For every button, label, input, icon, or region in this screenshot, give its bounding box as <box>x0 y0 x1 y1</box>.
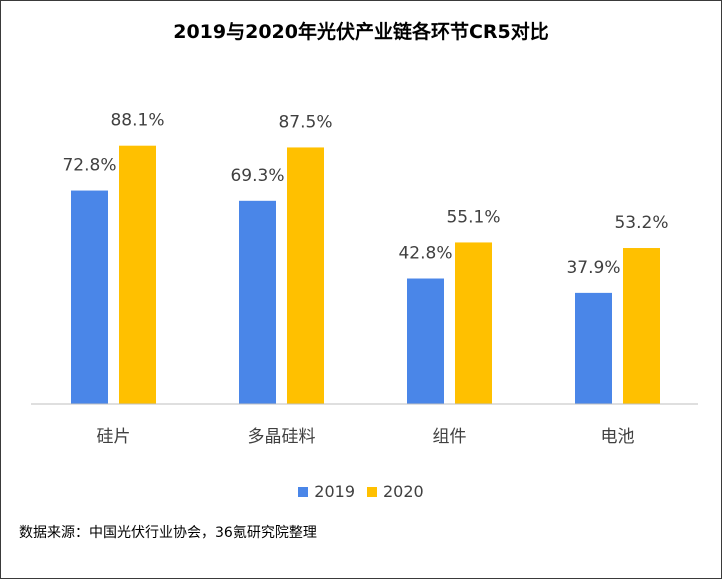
source-note: 数据来源：中国光伏行业协会，36氪研究院整理 <box>19 525 317 541</box>
bar-2020-0 <box>119 145 156 404</box>
category-label-3: 电池 <box>601 427 635 447</box>
data-label-2020-3: 53.2% <box>614 213 668 233</box>
data-label-2019-3: 37.9% <box>566 258 620 278</box>
legend-swatch-2020 <box>367 486 377 497</box>
legend-swatch-2019 <box>298 486 309 497</box>
category-label-0: 硅片 <box>97 427 131 447</box>
bar-2019-2 <box>407 278 444 404</box>
bar-2019-1 <box>239 200 276 404</box>
data-label-2019-2: 42.8% <box>398 244 452 264</box>
legend-label-2019: 2019 <box>314 482 355 501</box>
bar-2020-3 <box>623 248 660 404</box>
category-label-2: 组件 <box>433 427 467 447</box>
data-label-2020-0: 88.1% <box>110 111 164 131</box>
bar-2020-1 <box>287 147 324 404</box>
data-label-2020-1: 87.5% <box>278 112 332 132</box>
data-label-2020-2: 55.1% <box>446 207 500 227</box>
bar-2020-2 <box>455 242 492 404</box>
category-label-1: 多晶硅料 <box>248 427 316 447</box>
legend: 2019 2020 <box>1 482 721 501</box>
legend-label-2020: 2020 <box>383 482 424 501</box>
data-label-2019-0: 72.8% <box>62 156 116 176</box>
bar-2019-0 <box>71 190 108 404</box>
data-label-2019-1: 69.3% <box>230 166 284 186</box>
legend-item-2019: 2019 <box>298 482 355 501</box>
legend-item-2020: 2020 <box>367 482 424 501</box>
chart-title: 2019与2020年光伏产业链各环节CR5对比 <box>173 21 549 43</box>
bar-2019-3 <box>575 292 612 404</box>
